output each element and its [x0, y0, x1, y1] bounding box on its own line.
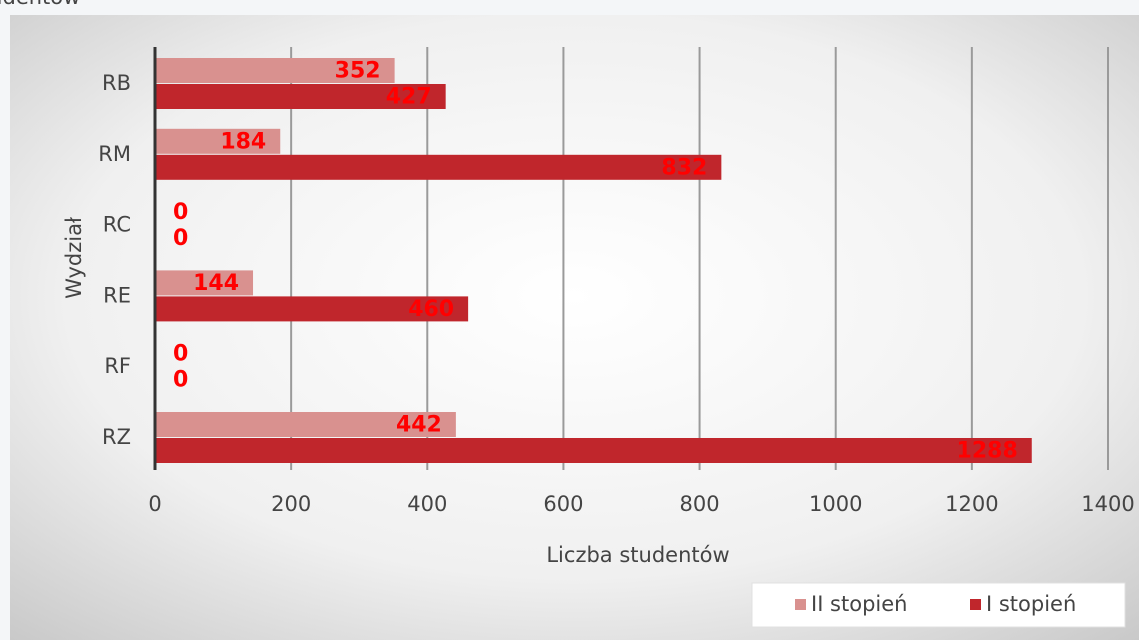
data-label: 832	[661, 155, 707, 180]
data-label: 0	[173, 226, 188, 251]
bar	[155, 58, 395, 83]
y-tick-label: RM	[98, 142, 131, 166]
bar	[155, 296, 469, 322]
x-axis-label: Liczba studentów	[546, 543, 729, 567]
x-tick-label: 1400	[1081, 492, 1134, 516]
x-tick-label: 1000	[809, 492, 862, 516]
data-label: 0	[173, 200, 188, 225]
legend-swatch	[970, 599, 981, 610]
x-tick-label: 600	[543, 492, 583, 516]
y-tick-label: RB	[102, 71, 131, 95]
data-label: 0	[173, 368, 188, 393]
page-title: studentów	[0, 0, 80, 9]
x-tick-label: 200	[271, 492, 311, 516]
y-tick-label: RF	[104, 354, 131, 378]
x-tick-label: 0	[148, 492, 161, 516]
bar	[155, 154, 722, 180]
bar	[155, 128, 281, 154]
x-tick-label: 400	[407, 492, 447, 516]
bar	[155, 438, 1032, 463]
legend-box	[751, 582, 1126, 628]
data-label: 442	[396, 413, 442, 438]
legend-label: II stopień	[811, 592, 907, 616]
x-tick-label: 1200	[945, 492, 998, 516]
x-tick-label: 800	[680, 492, 720, 516]
y-tick-label: RC	[103, 213, 131, 237]
data-label: 144	[193, 271, 239, 296]
y-axis-label: Wydział	[62, 217, 86, 299]
legend-label: I stopień	[986, 592, 1076, 616]
y-tick-label: RZ	[102, 425, 131, 449]
data-label: 460	[408, 297, 454, 322]
bar	[155, 84, 446, 109]
data-label: 0	[173, 342, 188, 367]
bar	[155, 270, 254, 296]
y-tick-label: RE	[103, 283, 131, 307]
data-label: 352	[335, 59, 381, 84]
bar	[155, 412, 456, 437]
data-label: 1288	[957, 439, 1018, 464]
data-label: 427	[386, 85, 432, 110]
data-label: 184	[220, 129, 266, 154]
legend-swatch	[795, 599, 806, 610]
chart-panel	[10, 15, 1139, 640]
